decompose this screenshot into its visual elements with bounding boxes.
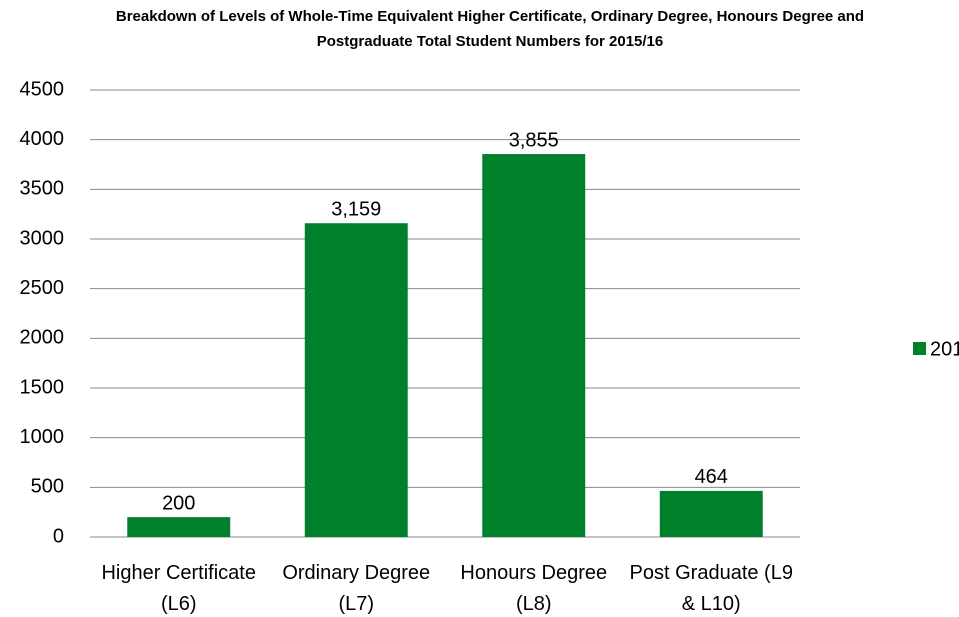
data-label: 464: [695, 466, 728, 488]
bar: [304, 223, 408, 537]
bar: [482, 154, 586, 537]
y-tick-label: 500: [31, 476, 64, 498]
x-tick-label: Ordinary Degree (L7): [282, 562, 431, 615]
bar: [127, 517, 231, 537]
x-tick-label: Post Graduate (L9 & L10): [629, 562, 793, 615]
y-tick-label: 3500: [20, 178, 65, 200]
x-tick-label: Higher Certificate (L6): [101, 562, 256, 615]
bar: [659, 490, 763, 537]
legend-label: 2015/16: [930, 338, 959, 360]
data-label: 3,159: [331, 198, 381, 220]
y-tick-label: 4500: [20, 78, 65, 100]
y-tick-label: 1000: [20, 426, 65, 448]
y-tick-label: 0: [53, 525, 64, 547]
y-tick-label: 4000: [20, 128, 65, 150]
data-label: 200: [162, 492, 195, 514]
x-tick-label: Honours Degree (L8): [460, 562, 608, 615]
y-tick-label: 2000: [20, 327, 65, 349]
legend-swatch: [913, 342, 926, 355]
data-label: 3,855: [509, 129, 559, 151]
y-tick-label: 2500: [20, 277, 65, 299]
chart-title: Breakdown of Levels of Whole-Time Equiva…: [115, 8, 865, 50]
y-tick-label: 1500: [20, 376, 65, 398]
y-tick-label: 3000: [20, 227, 65, 249]
